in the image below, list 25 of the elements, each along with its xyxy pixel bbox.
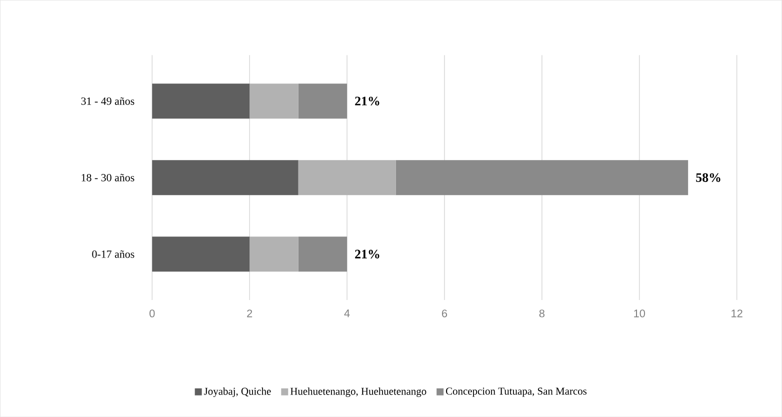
x-tick-label: 6 bbox=[442, 309, 448, 318]
bar bbox=[152, 236, 250, 272]
bar bbox=[152, 84, 250, 118]
x-tick-label: 2 bbox=[247, 309, 252, 318]
bar bbox=[250, 84, 298, 118]
annotation: 21% bbox=[355, 96, 380, 106]
x-tick-label: 8 bbox=[539, 309, 544, 318]
x-tick-label: 4 bbox=[344, 309, 350, 318]
x-tick-label: 10 bbox=[634, 309, 646, 318]
legend-label: Huehuetenango, Huehuetenango bbox=[290, 387, 426, 397]
x-tick-label: 12 bbox=[732, 309, 742, 318]
bar bbox=[298, 84, 348, 118]
bar bbox=[250, 236, 298, 272]
bar bbox=[152, 160, 298, 196]
legend-label: Concepcion Tutuapa, San Marcos bbox=[446, 388, 587, 397]
x-tick-label: 0 bbox=[150, 309, 155, 318]
y-tick-label: 31 - 49 años bbox=[81, 97, 134, 105]
bar bbox=[298, 160, 396, 196]
annotation: 58% bbox=[696, 173, 720, 182]
y-tick-label: 0-17 años bbox=[92, 250, 134, 258]
bar bbox=[396, 160, 688, 196]
legend-label: Joyabaj, Quiche bbox=[204, 387, 271, 397]
y-tick-label: 18 - 30 años bbox=[82, 174, 134, 182]
annotation: 21% bbox=[355, 250, 380, 258]
bar bbox=[298, 236, 348, 272]
